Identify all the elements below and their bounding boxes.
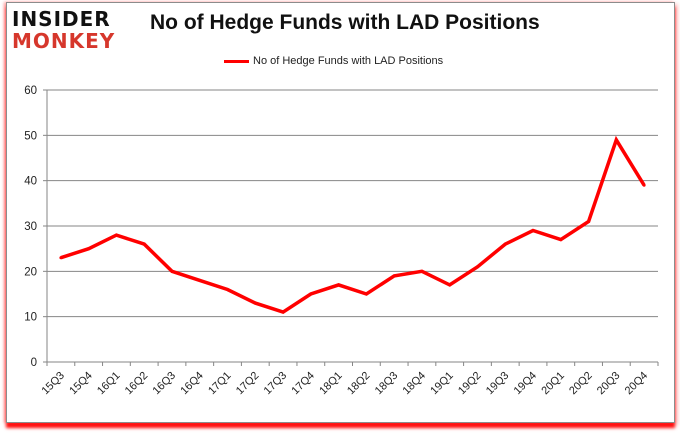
data-point (309, 292, 313, 296)
data-point (87, 247, 91, 251)
y-tick-label: 20 (24, 266, 37, 278)
x-tick-label: 18Q1 (317, 370, 345, 398)
legend: No of Hedge Funds with LAD Positions (224, 55, 443, 67)
x-tick-label: 18Q3 (373, 370, 401, 398)
x-tick-label: 18Q2 (345, 370, 373, 398)
legend-line-swatch (224, 59, 249, 63)
data-point (531, 229, 535, 233)
data-point (559, 238, 563, 242)
data-point (170, 269, 174, 273)
y-tick-label: 30 (24, 221, 37, 233)
x-tick-label: 17Q2 (234, 370, 262, 398)
x-tick-label: 18Q4 (401, 370, 429, 398)
data-point (503, 242, 507, 246)
data-point (614, 138, 618, 142)
data-point (337, 283, 341, 287)
data-point (448, 283, 452, 287)
x-tick-label: 15Q4 (67, 370, 95, 398)
x-tick-label: 19Q3 (484, 370, 512, 398)
legend-label: No of Hedge Funds with LAD Positions (253, 55, 444, 67)
data-point (475, 265, 479, 269)
series-line (60, 135, 646, 315)
logo-line-1: INSIDER (12, 7, 111, 31)
data-point (420, 269, 424, 273)
x-tick-label: 17Q4 (289, 370, 317, 398)
y-tick-label: 50 (24, 130, 37, 142)
x-tick-label: 17Q1 (206, 370, 234, 398)
data-point (587, 219, 591, 223)
x-tick-label: 19Q2 (456, 370, 484, 398)
x-tick-label: 20Q1 (539, 370, 567, 398)
data-point (392, 274, 396, 278)
x-tick-label: 20Q2 (567, 370, 595, 398)
x-tick-label: 20Q3 (595, 370, 623, 398)
chart-title: No of Hedge Funds with LAD Positions (150, 11, 540, 34)
data-point (59, 256, 63, 260)
logo-line-2: MONKEY (12, 29, 116, 53)
x-tick-label: 20Q4 (623, 370, 651, 398)
data-point (114, 233, 118, 237)
x-tick-label: 15Q3 (39, 370, 67, 398)
data-point (226, 287, 230, 291)
data-point (364, 292, 368, 296)
y-tick-label: 0 (31, 357, 37, 369)
x-tick-label: 19Q4 (512, 370, 540, 398)
y-tick-label: 60 (24, 85, 37, 97)
chart-frame (6, 2, 675, 423)
x-tick-label: 16Q1 (95, 370, 123, 398)
data-point (253, 301, 257, 305)
data-point (198, 278, 202, 282)
y-tick-label: 10 (24, 312, 37, 324)
x-tick-label: 19Q1 (428, 370, 456, 398)
data-point (142, 242, 146, 246)
insider-monkey-logo: INSIDER MONKEY (12, 8, 124, 56)
x-tick-label: 16Q4 (178, 370, 206, 398)
y-tick-label: 40 (24, 176, 37, 188)
x-tick-label: 16Q2 (123, 370, 151, 398)
data-point (281, 310, 285, 314)
x-tick-label: 16Q3 (151, 370, 179, 398)
data-point (642, 183, 646, 187)
x-tick-label: 17Q3 (262, 370, 290, 398)
